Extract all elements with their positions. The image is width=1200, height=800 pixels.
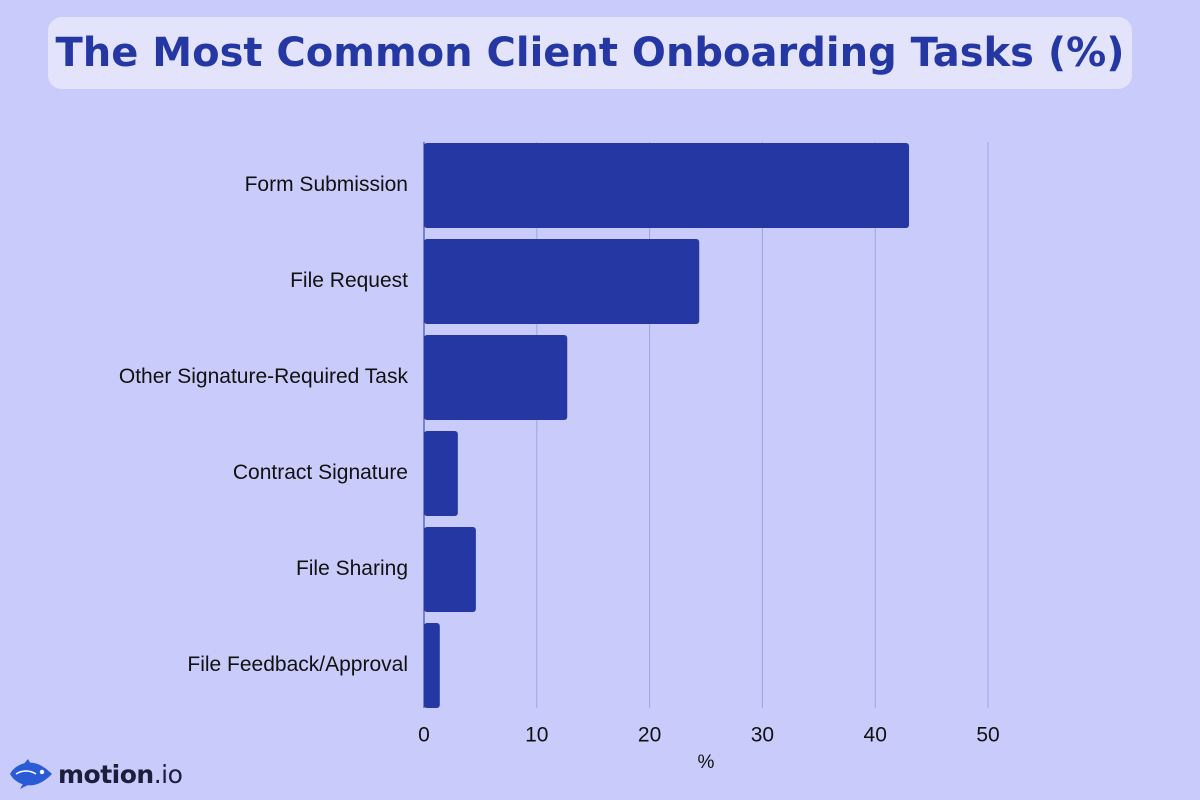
category-label: Contract Signature [233,461,408,484]
bar [424,143,910,228]
x-axis-label: % [698,752,715,773]
x-tick-label: 10 [525,724,548,747]
category-label: File Request [290,269,408,292]
bar [424,431,458,516]
x-tick-label: 0 [418,724,430,747]
bar [424,527,476,612]
logo-text: motion.io [58,759,183,789]
x-tick-label: 40 [864,724,887,747]
category-label: File Sharing [296,557,408,580]
title-box: The Most Common Client Onboarding Tasks … [48,17,1132,89]
category-label: Form Submission [245,173,408,196]
bar [424,623,440,708]
category-label: File Feedback/Approval [187,653,408,676]
x-tick-label: 20 [638,724,661,747]
x-tick-label: 30 [751,724,774,747]
bar [424,335,568,420]
page-title: The Most Common Client Onboarding Tasks … [55,30,1125,76]
brand-logo: motion.io [8,756,183,792]
fish-icon [10,759,52,789]
x-tick-label: 50 [976,724,999,747]
category-label: Other Signature-Required Task [119,365,409,388]
bar [424,239,700,324]
